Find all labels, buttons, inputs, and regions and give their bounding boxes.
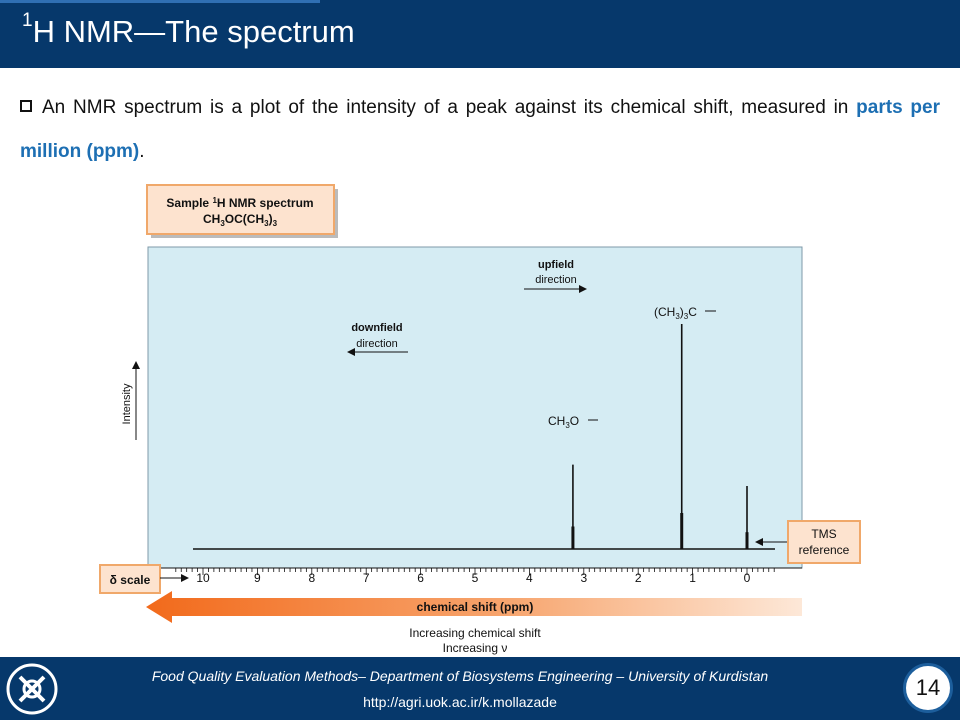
footer-course-text: Food Quality Evaluation Methods– Departm… [151,668,769,684]
y-axis-label: Intensity [121,383,133,424]
downfield-label: downfield [351,322,402,334]
x-tick-label: 6 [417,571,424,585]
x-tick-label: 1 [689,571,696,585]
increasing-nu-label: Increasing ν [443,641,508,655]
slide-footer: Food Quality Evaluation Methods– Departm… [0,657,960,720]
tms-label: TMS [811,527,836,541]
bullet-highlight: parts per million (ppm) [20,97,940,162]
x-tick-label: 2 [635,571,642,585]
header-accent-bar [0,0,320,3]
x-tick-label: 5 [472,571,479,585]
chemical-shift-arrow-icon [146,591,802,623]
title-text: H NMR—The spectrum [32,14,355,49]
slide-header: 1H NMR—The spectrum [0,0,960,68]
slide-title: 1H NMR—The spectrum [22,10,355,50]
x-tick-label: 9 [254,571,261,585]
bullet-text-main: An NMR spectrum is a plot of the intensi… [42,97,857,118]
delta-scale-box [99,564,161,594]
bullet-paragraph: An NMR spectrum is a plot of the intensi… [20,86,940,174]
downfield-direction-label: direction [356,338,398,350]
x-axis-label: chemical shift (ppm) [417,600,534,614]
university-logo-icon [6,663,58,715]
bullet-text-end: . [139,141,145,162]
x-tick-label: 7 [363,571,370,585]
page-number: 14 [903,663,953,713]
tms-reference-label: reference [799,543,850,557]
x-tick-label: 3 [580,571,587,585]
upfield-label: upfield [538,259,574,271]
x-tick-label: 8 [308,571,315,585]
footer-url[interactable]: http://agri.uok.ac.ir/k.mollazade [363,694,557,710]
title-superscript: 1 [22,10,33,31]
x-tick-label: 10 [196,571,210,585]
increasing-shift-label: Increasing chemical shift [409,626,541,640]
upfield-direction-label: direction [535,274,577,286]
peak-label-ch3o: CH3O [548,414,579,430]
checkbox-bullet-icon [20,100,32,112]
tms-reference-box [787,520,861,564]
sample-label-box [146,184,335,235]
sample-title: Sample 1H NMR spectrum [166,196,313,210]
x-tick-label: 4 [526,571,533,585]
x-tick-label: 0 [744,571,751,585]
plot-area [147,246,803,569]
delta-scale-label: δ scale [110,573,151,587]
sample-formula: CH3OC(CH3)3 [203,212,278,228]
